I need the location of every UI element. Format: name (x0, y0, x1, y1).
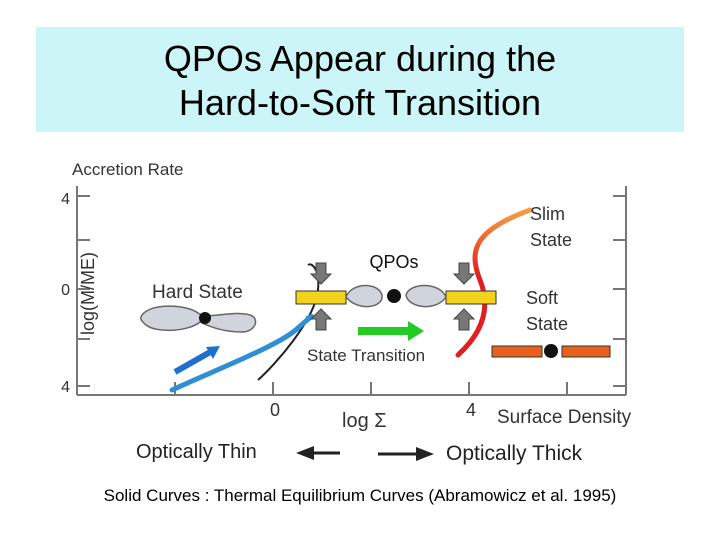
arrow-right-icon (416, 447, 434, 461)
qpo-blob-left-icon (345, 284, 383, 308)
soft-disk-right (561, 345, 611, 358)
y-tick-label-mid: 0 (61, 282, 70, 299)
qpos-label: QPOs (369, 252, 418, 272)
x-axis-label: log Σ (342, 410, 387, 432)
y-axis-label: log(M/ME) (78, 252, 98, 335)
slim-state-label-line1: Slim (530, 204, 565, 224)
arrow-up-left-icon (309, 308, 333, 331)
soft-state-black-hole-icon (544, 344, 558, 358)
x-tick-label-left: 0 (270, 400, 280, 420)
slide-title-line2: Hard-to-Soft Transition (178, 82, 542, 123)
y-tick-label-top: 4 (61, 191, 70, 208)
qpo-disk-right (445, 290, 497, 305)
footnote: Solid Curves : Thermal Equilibrium Curve… (103, 486, 617, 505)
hard-arrow-shaft (173, 348, 214, 375)
arrow-down-left-icon (309, 262, 333, 285)
slide-title-line1: QPOs Appear during the (163, 38, 557, 79)
soft-state-label-line1: Soft (526, 288, 558, 308)
slim-soft-branch (455, 207, 533, 358)
hard-state-disk-icon (140, 305, 257, 333)
x-axis-title: Surface Density (497, 407, 632, 428)
slim-state-label-line2: State (530, 230, 572, 250)
soft-state-label-line2: State (526, 314, 568, 334)
hard-state-label: Hard State (152, 282, 243, 303)
soft-disk-left (491, 345, 543, 358)
optically-thick-label: Optically Thick (446, 442, 583, 465)
y-tick-label-bottom: - 4 (60, 379, 70, 396)
optically-thin-label: Optically Thin (136, 441, 257, 463)
qpo-disk-left (295, 290, 347, 305)
arrow-left-icon (296, 446, 314, 460)
qpo-compression-arrows (309, 262, 476, 331)
x-tick-label-right: 4 (466, 400, 476, 420)
hard-state-black-hole-icon (199, 312, 211, 324)
qpo-blob-right-icon (405, 284, 447, 308)
title-banner: QPOs Appear during the Hard-to-Soft Tran… (36, 27, 684, 132)
qpo-black-hole-icon (387, 289, 401, 303)
hard-state-branch (169, 313, 315, 393)
transition-arrow-head-icon (408, 321, 424, 341)
arrow-down-right-icon (452, 262, 476, 285)
y-axis-title: Accretion Rate (72, 160, 184, 179)
state-transition-diagram: Accretion Rate log(M/ME) 4 0 - 4 0 4 log… (60, 160, 632, 465)
arrow-up-right-icon (452, 308, 476, 331)
hard-arrow-head-icon (206, 346, 220, 359)
state-transition-label: State Transition (307, 346, 425, 365)
